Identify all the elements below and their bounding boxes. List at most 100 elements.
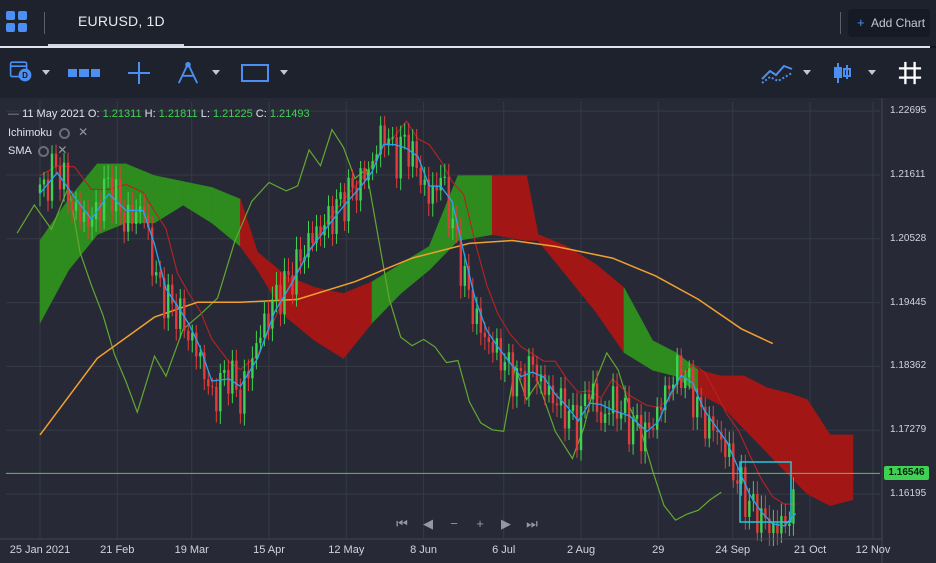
- candle-body: [587, 393, 591, 400]
- candle-body: [227, 369, 230, 394]
- zoom-out-icon[interactable]: −: [450, 516, 458, 531]
- zoom-in-icon[interactable]: +: [476, 516, 484, 531]
- close-icon[interactable]: ✕: [57, 143, 68, 157]
- tenkan-line: [39, 143, 797, 527]
- grid-icon[interactable]: [897, 61, 923, 85]
- candle-body: [263, 313, 266, 338]
- go-to-end-icon[interactable]: ⏭: [526, 516, 538, 531]
- candle-body: [680, 355, 683, 388]
- close-icon[interactable]: ✕: [78, 125, 89, 139]
- chevron-down-icon[interactable]: [280, 70, 288, 75]
- candle-body: [543, 374, 547, 395]
- candle-body: [271, 299, 274, 329]
- go-to-start-icon[interactable]: ⏮: [396, 516, 408, 531]
- candle-body: [659, 407, 663, 411]
- candle-body: [138, 206, 142, 213]
- candle-body: [623, 397, 627, 414]
- candle-body: [86, 212, 90, 227]
- chevron-down-icon[interactable]: [803, 70, 811, 75]
- draw-tool-icon[interactable]: [174, 61, 202, 85]
- candle-body: [728, 443, 731, 457]
- candle-body: [171, 284, 174, 304]
- candle-body: [191, 332, 194, 341]
- candle-body: [94, 202, 98, 220]
- candle-body: [447, 176, 450, 229]
- candlestick-icon[interactable]: [830, 61, 854, 85]
- candle-body: [744, 467, 747, 517]
- candle-body: [760, 508, 763, 533]
- candle-body: [179, 298, 182, 329]
- candle-body: [591, 383, 595, 400]
- candle-body: [247, 371, 250, 379]
- candle-body: [235, 360, 238, 390]
- candle-body: [151, 227, 154, 276]
- candle-body: [106, 177, 110, 179]
- add-chart-button[interactable]: + Add Chart: [848, 9, 930, 37]
- candle-body: [631, 418, 635, 445]
- chikou-span-line: [16, 128, 722, 521]
- legend-high: 1.21811: [158, 108, 198, 120]
- candle-body: [142, 206, 146, 216]
- chevron-down-icon[interactable]: [868, 70, 876, 75]
- candle-body: [459, 230, 462, 286]
- candle-body: [491, 341, 495, 353]
- time-tick-label: 12 May: [328, 544, 365, 556]
- candle-body: [720, 432, 723, 440]
- legend-low: 1.21225: [212, 108, 253, 120]
- price-tick-label: 1.17279: [890, 424, 927, 436]
- chevron-down-icon[interactable]: [212, 70, 220, 75]
- candle-body: [54, 153, 58, 167]
- time-tick-label: 21 Oct: [793, 544, 827, 556]
- rectangle-icon[interactable]: [240, 61, 270, 85]
- candle-body: [451, 218, 454, 229]
- time-tick-label: 2 Aug: [566, 544, 596, 556]
- candle-body: [547, 385, 551, 395]
- candle-body: [295, 249, 298, 295]
- chart-area[interactable]: — 11 May 2021 O: 1.21311 H: 1.21811 L: 1…: [0, 98, 936, 563]
- candle-body: [559, 388, 563, 406]
- candle-body: [471, 289, 475, 324]
- crosshair-icon[interactable]: [126, 61, 152, 85]
- top-bar: EURUSD, 1D + Add Chart: [0, 0, 936, 46]
- time-tick-label: 29: [652, 544, 665, 556]
- candle-body: [603, 413, 607, 423]
- candle-body: [704, 407, 707, 439]
- candle-body: [792, 489, 795, 524]
- chevron-down-icon[interactable]: [42, 70, 50, 75]
- candle-body: [98, 202, 102, 222]
- candle-body: [255, 343, 258, 359]
- price-chart[interactable]: [0, 98, 936, 563]
- candle-body: [667, 385, 671, 389]
- candle-body: [267, 313, 270, 329]
- indicator-label: Ichimoku: [8, 127, 53, 139]
- legend-date: 11 May 2021: [22, 108, 85, 120]
- candle-body: [183, 298, 186, 331]
- time-tick-label: 8 Jun: [410, 544, 438, 556]
- apps-grid-icon[interactable]: [6, 11, 28, 33]
- candle-body: [163, 278, 166, 319]
- line-chart-icon[interactable]: [760, 61, 794, 85]
- candle-body: [66, 162, 70, 202]
- candle-body: [355, 187, 358, 201]
- candle-body: [335, 199, 338, 234]
- candle-body: [475, 308, 479, 324]
- scroll-right-icon[interactable]: ▶: [501, 516, 511, 531]
- candle-body: [579, 406, 583, 451]
- candle-body: [531, 356, 535, 365]
- tab-eurusd[interactable]: EURUSD, 1D: [48, 0, 184, 46]
- settings-icon[interactable]: [38, 145, 50, 157]
- candle-body: [487, 337, 491, 342]
- indicator-ichimoku[interactable]: Ichimoku ✕: [8, 125, 88, 139]
- calendar-icon[interactable]: D: [6, 59, 36, 83]
- candle-body: [327, 206, 330, 226]
- scroll-left-icon[interactable]: ◀: [423, 516, 433, 531]
- settings-icon[interactable]: [59, 127, 71, 139]
- candle-body: [479, 308, 483, 333]
- time-tick-label: 21 Feb: [100, 544, 135, 556]
- candle-body: [287, 271, 290, 276]
- indicator-sma[interactable]: SMA ✕: [8, 143, 67, 157]
- time-tick-label: 6 Jul: [492, 544, 516, 556]
- highlight-rectangle: [739, 461, 792, 523]
- time-tick-label: 12 Nov: [855, 544, 891, 556]
- range-icon[interactable]: [66, 61, 102, 85]
